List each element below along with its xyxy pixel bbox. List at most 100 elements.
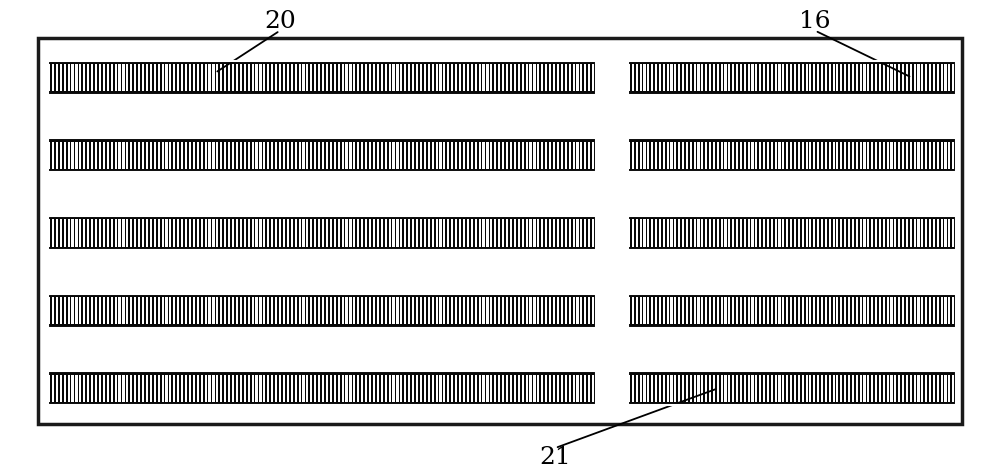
Bar	[628, 138, 956, 172]
Bar	[557, 142, 559, 169]
Bar	[498, 64, 500, 91]
Bar	[173, 297, 175, 324]
Bar	[146, 219, 148, 246]
Bar	[786, 297, 788, 324]
Bar	[549, 142, 551, 169]
Bar	[424, 142, 426, 169]
Bar	[678, 142, 680, 169]
Bar	[314, 64, 316, 91]
Bar	[767, 219, 769, 246]
Bar	[439, 64, 442, 91]
Bar	[138, 64, 140, 91]
Bar	[216, 219, 218, 246]
Bar	[357, 219, 359, 246]
Bar	[138, 219, 140, 246]
Bar	[806, 219, 808, 246]
Bar	[744, 375, 746, 402]
Bar	[291, 142, 293, 169]
Bar	[197, 64, 199, 91]
Bar	[420, 297, 422, 324]
Bar	[404, 142, 406, 169]
Bar	[667, 297, 669, 324]
Bar	[228, 64, 230, 91]
Bar	[107, 142, 109, 169]
Bar	[775, 142, 777, 169]
Bar	[732, 375, 734, 402]
Bar	[883, 142, 885, 169]
Bar	[640, 219, 642, 246]
Bar	[937, 219, 939, 246]
Bar	[459, 297, 461, 324]
Bar	[674, 297, 676, 324]
Bar	[506, 64, 508, 91]
Bar	[291, 375, 293, 402]
Bar	[914, 375, 916, 402]
Bar	[158, 219, 160, 246]
Bar	[898, 64, 900, 91]
Bar	[628, 297, 630, 324]
Bar	[416, 142, 418, 169]
Bar	[475, 219, 477, 246]
Bar	[529, 219, 532, 246]
Bar	[844, 375, 846, 402]
Bar	[396, 64, 399, 91]
Bar	[510, 64, 512, 91]
Bar	[482, 142, 485, 169]
Bar	[279, 219, 281, 246]
Bar	[91, 219, 93, 246]
Bar	[526, 64, 528, 91]
Bar	[690, 64, 692, 91]
Bar	[709, 64, 711, 91]
Bar	[99, 64, 101, 91]
Bar	[545, 142, 547, 169]
Bar	[408, 219, 410, 246]
Bar	[334, 375, 336, 402]
Bar	[345, 142, 348, 169]
Bar	[369, 375, 371, 402]
Bar	[165, 297, 168, 324]
Bar	[79, 142, 81, 169]
Bar	[330, 375, 332, 402]
Bar	[879, 142, 881, 169]
Bar	[917, 64, 920, 91]
Bar	[244, 64, 246, 91]
Bar	[342, 219, 344, 246]
Bar	[514, 64, 516, 91]
Bar	[56, 219, 58, 246]
Bar	[212, 297, 215, 324]
Bar	[146, 142, 148, 169]
Bar	[189, 219, 191, 246]
Bar	[917, 375, 920, 402]
Bar	[236, 297, 238, 324]
Bar	[817, 375, 819, 402]
Bar	[381, 375, 383, 402]
Bar	[342, 375, 344, 402]
Bar	[373, 219, 375, 246]
Bar	[287, 375, 289, 402]
Bar	[287, 219, 289, 246]
Bar	[232, 375, 234, 402]
Bar	[894, 64, 896, 91]
Bar	[678, 219, 680, 246]
Bar	[60, 142, 62, 169]
Bar	[813, 64, 815, 91]
Bar	[60, 64, 62, 91]
Bar	[71, 297, 74, 324]
Bar	[561, 142, 563, 169]
Bar	[494, 297, 496, 324]
Bar	[189, 142, 191, 169]
Bar	[408, 297, 410, 324]
Bar	[844, 219, 846, 246]
Bar	[636, 297, 638, 324]
Bar	[510, 375, 512, 402]
Bar	[701, 64, 703, 91]
Bar	[154, 297, 156, 324]
Bar	[736, 219, 738, 246]
Bar	[189, 64, 191, 91]
Bar	[392, 64, 395, 91]
Bar	[498, 219, 500, 246]
Bar	[883, 375, 885, 402]
Bar	[490, 64, 492, 91]
Bar	[533, 297, 536, 324]
Bar	[71, 219, 74, 246]
